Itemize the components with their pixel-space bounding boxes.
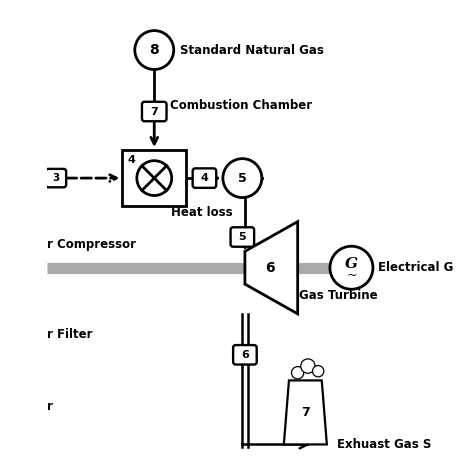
Text: r Filter: r Filter xyxy=(47,328,92,341)
Circle shape xyxy=(312,365,324,377)
Text: Gas Turbine: Gas Turbine xyxy=(299,290,377,302)
Text: 5: 5 xyxy=(238,232,246,242)
Text: 5: 5 xyxy=(238,172,247,184)
FancyBboxPatch shape xyxy=(192,168,216,188)
Text: Heat loss: Heat loss xyxy=(171,206,232,219)
Text: r Compressor: r Compressor xyxy=(47,238,136,251)
Circle shape xyxy=(330,246,373,289)
Text: 4: 4 xyxy=(201,173,209,183)
Text: Exhuast Gas S: Exhuast Gas S xyxy=(337,438,431,451)
Circle shape xyxy=(223,159,262,198)
Text: 4: 4 xyxy=(128,155,135,165)
FancyBboxPatch shape xyxy=(122,150,186,206)
Text: 3: 3 xyxy=(52,173,60,183)
Text: 7: 7 xyxy=(150,107,158,117)
Text: 8: 8 xyxy=(149,43,159,57)
Text: Combustion Chamber: Combustion Chamber xyxy=(170,99,312,112)
Text: r: r xyxy=(47,400,53,412)
Text: Electrical G: Electrical G xyxy=(378,261,454,274)
FancyBboxPatch shape xyxy=(230,227,254,247)
Polygon shape xyxy=(245,222,298,314)
FancyBboxPatch shape xyxy=(46,169,66,187)
FancyBboxPatch shape xyxy=(142,102,166,121)
Text: ~: ~ xyxy=(346,269,357,282)
Text: Standard Natural Gas: Standard Natural Gas xyxy=(180,44,324,56)
Text: G: G xyxy=(345,257,358,271)
FancyBboxPatch shape xyxy=(233,345,257,365)
Text: 7: 7 xyxy=(301,406,310,419)
Circle shape xyxy=(292,366,304,379)
Circle shape xyxy=(135,31,173,70)
Text: 6: 6 xyxy=(241,350,249,360)
Circle shape xyxy=(301,359,315,373)
Text: 6: 6 xyxy=(264,261,274,275)
Polygon shape xyxy=(284,381,327,445)
